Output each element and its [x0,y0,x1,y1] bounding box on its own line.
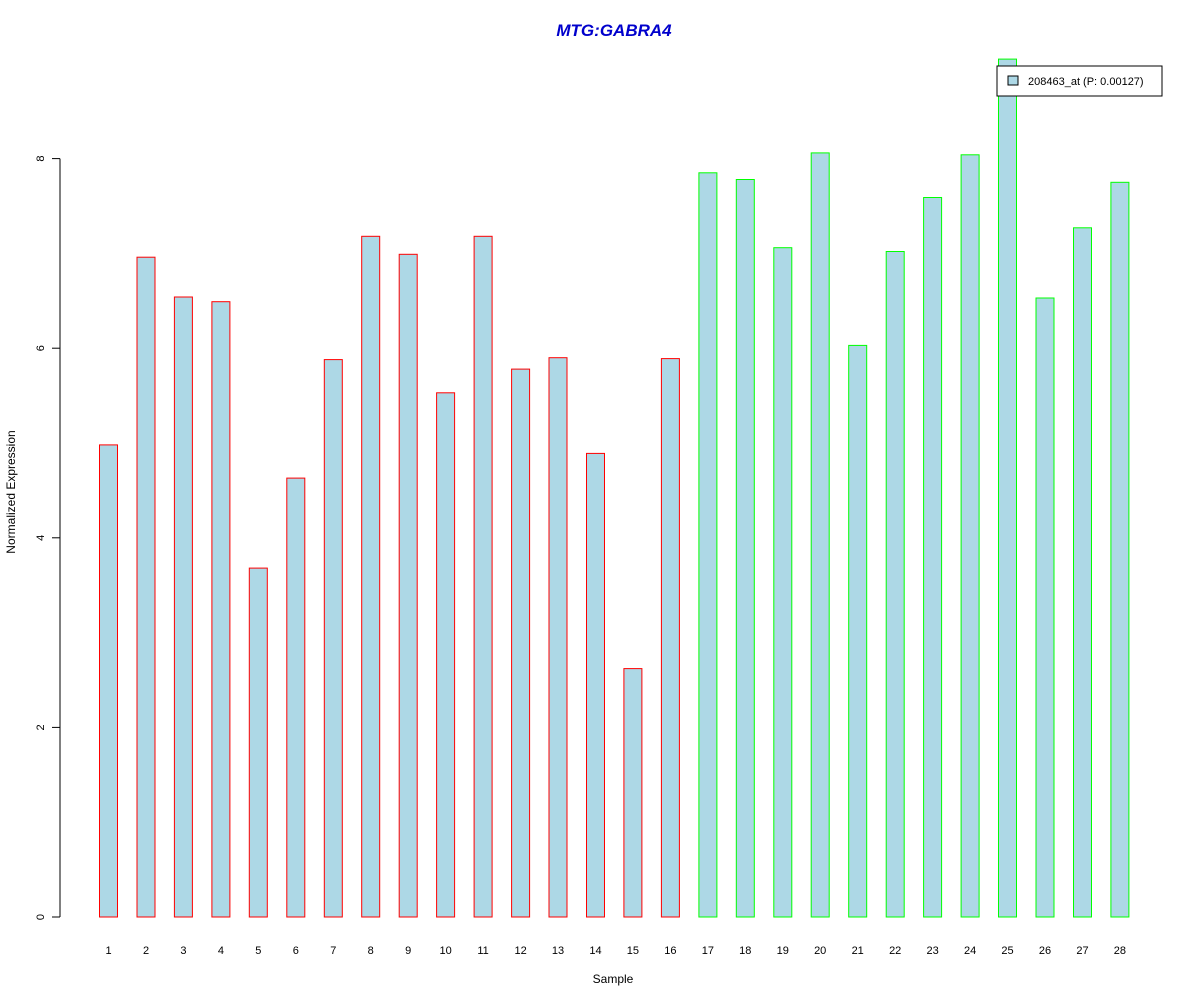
bar-sample-25 [998,58,1017,918]
legend: 208463_at (P: 0.00127) [996,65,1163,97]
bar-sample-7 [323,359,343,918]
x-tick-label: 28 [1114,945,1126,957]
bar-sample-19 [773,247,793,918]
x-tick-label: 18 [739,945,751,957]
bar-sample-16 [660,358,680,918]
bar-sample-14 [586,452,605,918]
legend-swatch [1007,75,1019,86]
chart-title: MTG:GABRA4 [556,21,672,40]
bar-sample-8 [361,235,381,918]
bars-group [99,58,1130,918]
bar-sample-1 [99,444,118,918]
legend-label: 208463_at (P: 0.00127) [1028,76,1144,88]
x-tick-label: 21 [852,945,864,957]
bar-sample-21 [848,344,868,918]
y-tick-label: 6 [35,345,47,351]
x-tick-label: 8 [368,945,374,957]
bar-sample-5 [248,567,268,918]
x-tick-label: 3 [180,945,186,957]
bar-sample-13 [548,357,568,918]
y-axis: 0 2 4 6 8 [35,156,61,920]
bar-sample-24 [960,154,980,918]
x-tick-label: 22 [889,945,901,957]
x-tick-label: 4 [218,945,224,957]
x-tick-label: 11 [477,945,488,957]
x-tick-label: 20 [814,945,826,957]
bar-sample-26 [1035,297,1055,918]
y-tick-label: 0 [35,914,47,920]
x-tick-label: 10 [439,945,451,957]
x-tick-label: 14 [589,945,601,957]
bar-sample-17 [698,172,718,918]
bar-sample-12 [511,368,531,918]
bar-sample-10 [436,392,456,918]
x-tick-label: 26 [1039,945,1051,957]
bar-sample-20 [810,152,830,918]
y-axis-label: Normalized Expression [4,430,18,553]
x-tick-label: 23 [926,945,938,957]
x-tick-label: 15 [627,945,639,957]
x-tick-label: 5 [255,945,261,957]
y-tick-label: 2 [35,724,47,730]
x-tick-label: 13 [552,945,564,957]
y-tick-label: 8 [35,156,47,162]
x-tick-label: 16 [664,945,676,957]
x-axis-label: Sample [593,972,634,986]
x-tick-label: 1 [105,945,111,957]
x-tick-label: 25 [1001,945,1013,957]
x-tick-label: 19 [777,945,789,957]
x-tick-labels: 1 2 3 4 5 6 7 8 9 10 11 12 13 14 15 16 17 18 19 20 21 22 23 24 2… [105,945,1126,957]
x-tick-label: 12 [514,945,526,957]
bar-sample-18 [735,179,755,918]
bar-sample-3 [173,296,193,918]
bar-sample-22 [885,251,905,918]
bar-sample-28 [1110,181,1130,918]
x-tick-label: 6 [293,945,299,957]
bar-sample-11 [473,235,493,918]
x-tick-label: 2 [143,945,149,957]
legend-box [996,65,1163,97]
bar-sample-4 [211,301,231,918]
bar-sample-6 [286,477,306,918]
x-tick-label: 7 [330,945,336,957]
bar-sample-2 [136,256,156,918]
x-tick-label: 17 [702,945,714,957]
y-tick-label: 4 [35,535,47,541]
bar-sample-9 [398,253,418,918]
bar-sample-23 [923,197,943,918]
x-tick-label: 9 [405,945,411,957]
x-tick-label: 27 [1076,945,1088,957]
x-tick-label: 24 [964,945,976,957]
bar-sample-15 [623,668,643,918]
bar-sample-27 [1073,227,1092,918]
